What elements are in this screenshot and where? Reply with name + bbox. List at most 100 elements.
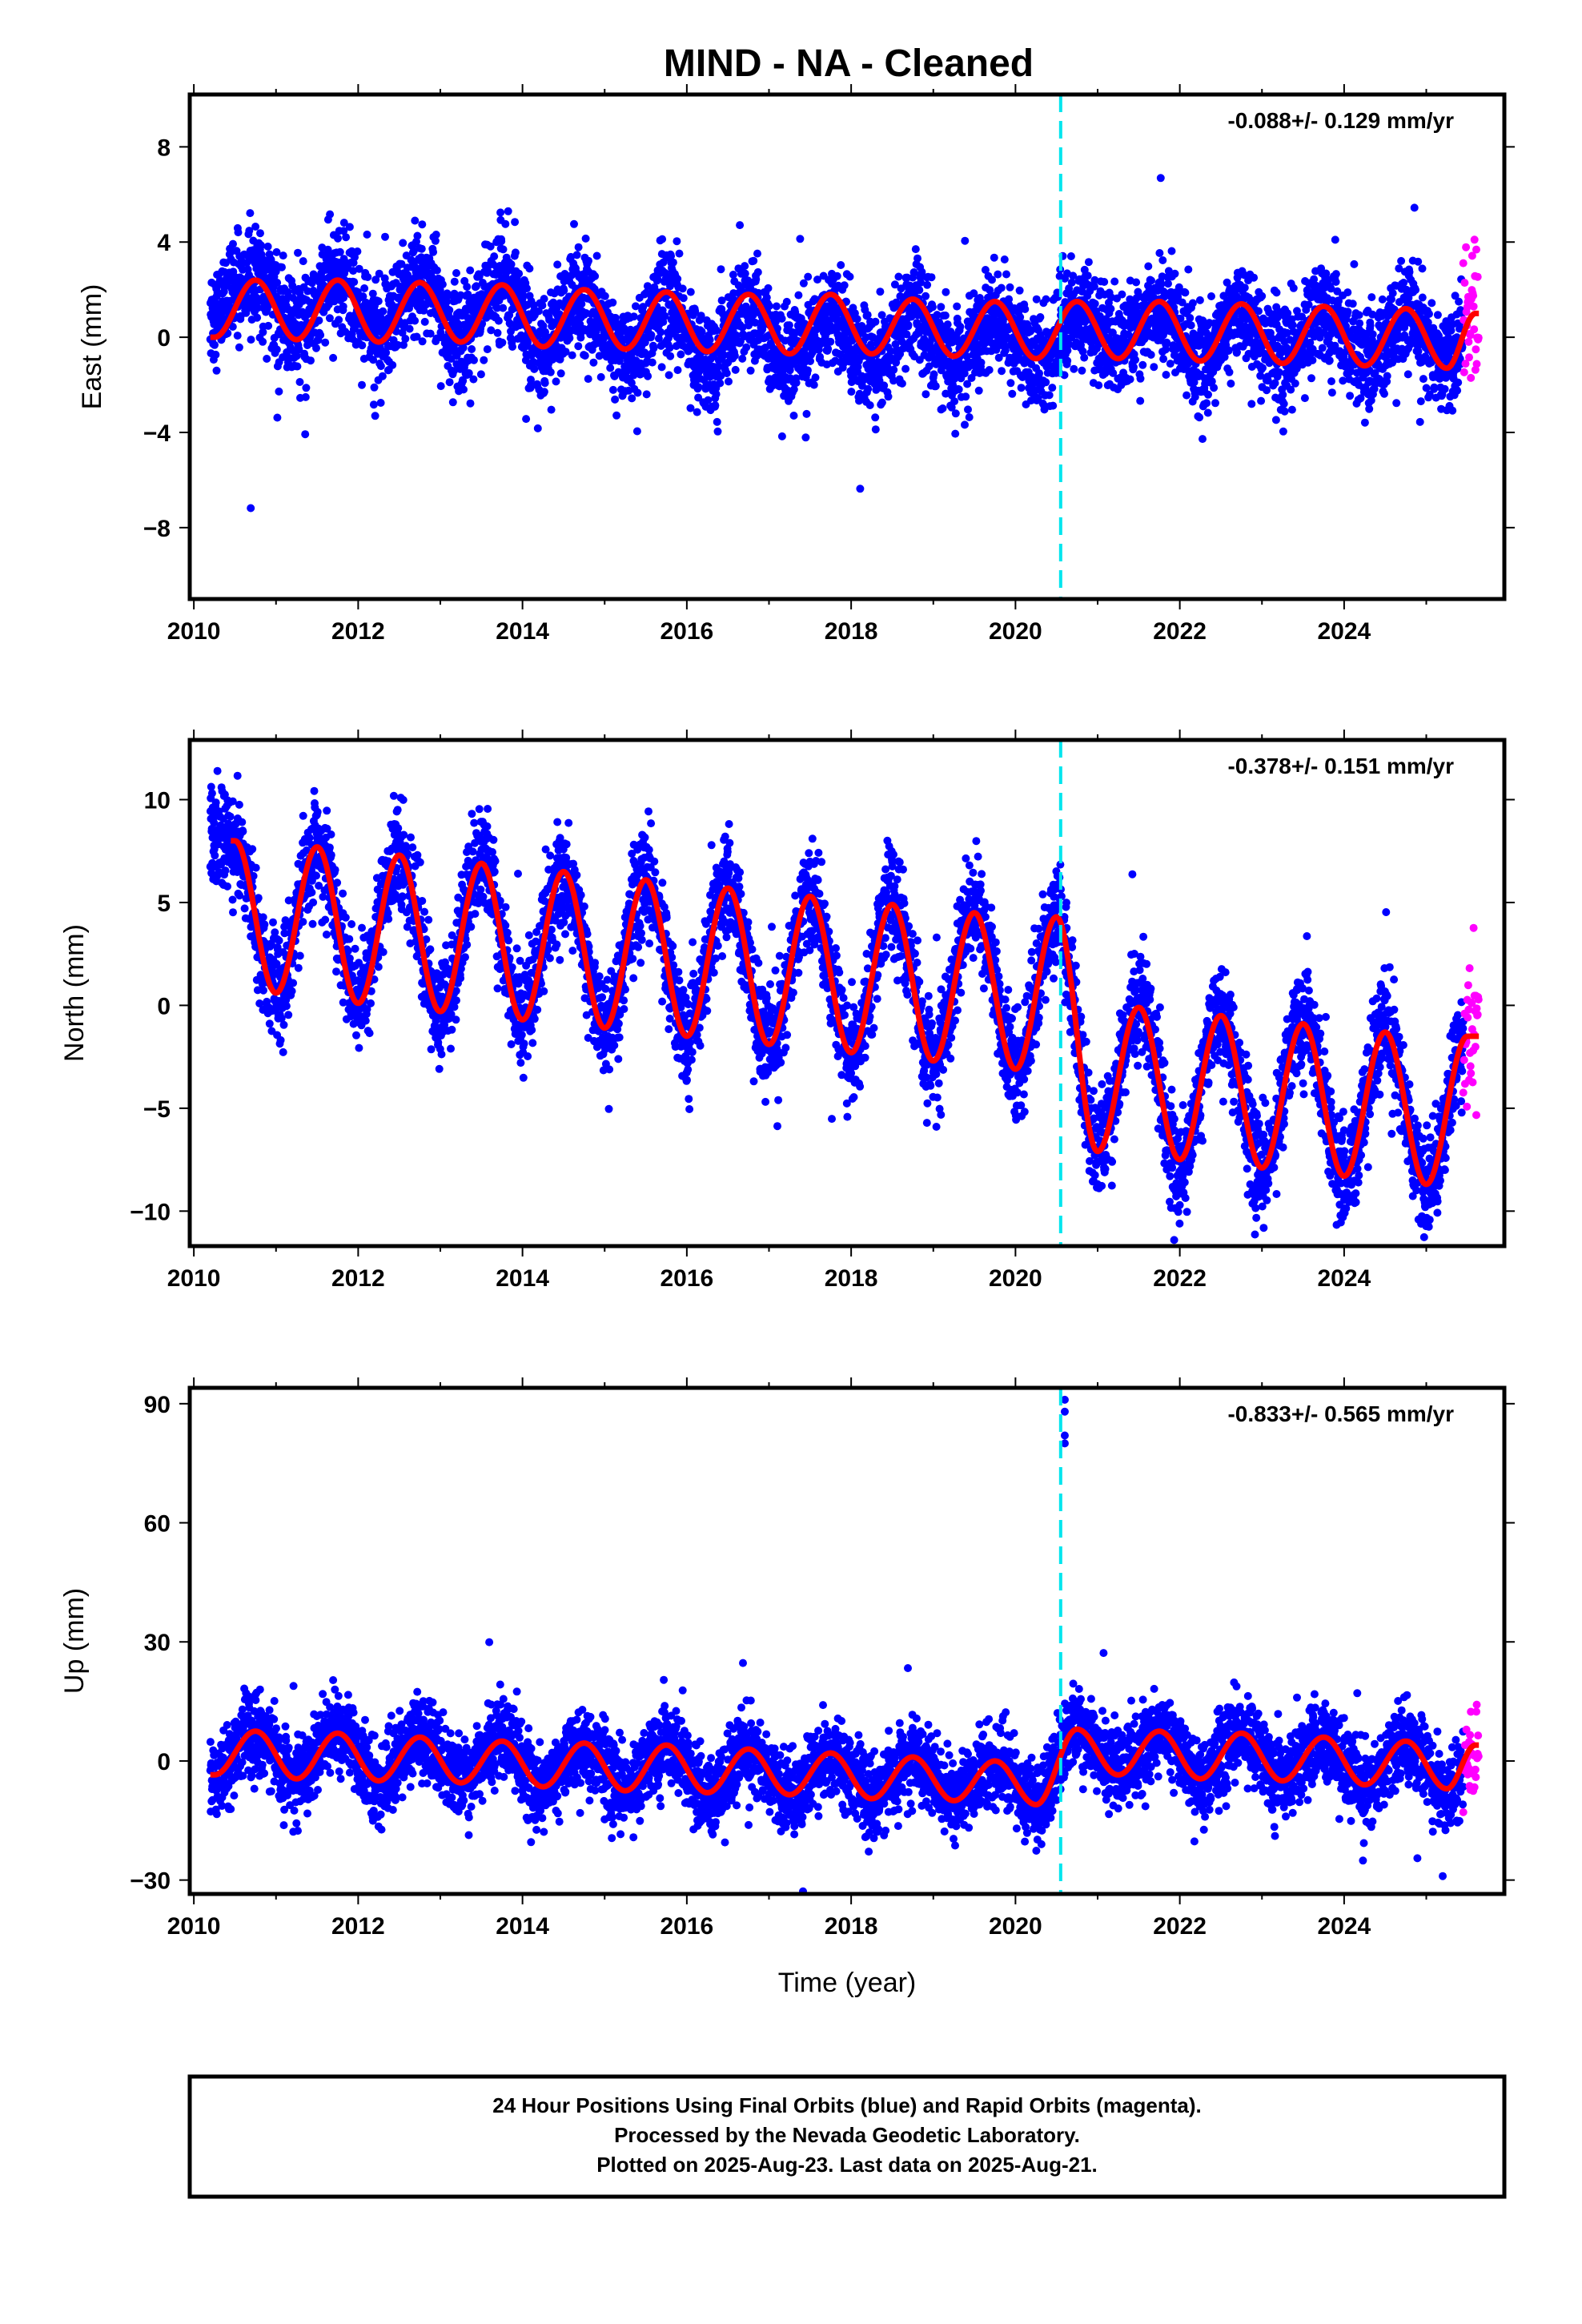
east-daily-point	[1383, 372, 1391, 380]
east-daily-point	[618, 335, 627, 344]
east-daily-point	[1257, 396, 1266, 405]
east-daily-point	[526, 381, 535, 390]
east-daily-point	[656, 328, 665, 336]
east-daily-point	[647, 331, 656, 340]
east-daily-point	[1227, 380, 1235, 388]
east-daily-point	[1186, 314, 1195, 322]
east-daily-point	[294, 248, 302, 257]
east-daily-point	[1155, 249, 1164, 257]
east-daily-point	[589, 358, 598, 367]
east-daily-point	[438, 280, 447, 289]
east-daily-point	[497, 237, 506, 246]
east-daily-point	[847, 388, 856, 396]
east-daily-point	[449, 367, 458, 376]
east-daily-point	[339, 227, 348, 235]
east-daily-point	[436, 382, 445, 391]
east-daily-point	[349, 267, 358, 275]
east-daily-point	[1066, 252, 1075, 260]
east-daily-point	[716, 379, 725, 388]
east-daily-point	[931, 382, 940, 391]
east-daily-point	[697, 328, 706, 336]
east-daily-point	[533, 424, 542, 432]
east-daily-point	[713, 417, 721, 426]
east-daily-point	[371, 275, 380, 284]
east-daily-point	[374, 297, 383, 306]
east-daily-point	[1100, 278, 1109, 286]
east-daily-point	[694, 383, 703, 392]
east-daily-point	[746, 366, 755, 375]
east-daily-point	[1106, 304, 1115, 313]
east-daily-point	[1138, 360, 1147, 369]
east-daily-point	[211, 340, 219, 349]
east-daily-point	[1211, 399, 1219, 408]
east-daily-point	[546, 368, 555, 376]
east-daily-point	[777, 432, 786, 440]
east-daily-point	[325, 314, 334, 323]
east-daily-point	[307, 356, 315, 365]
east-daily-point	[942, 287, 950, 296]
east-daily-point	[212, 366, 221, 375]
east-daily-point	[1070, 364, 1078, 373]
east-daily-point	[796, 235, 805, 243]
east-daily-point	[1368, 330, 1377, 339]
east-daily-point	[1360, 418, 1369, 427]
east-daily-point	[299, 257, 307, 266]
east-daily-point	[483, 345, 492, 354]
east-daily-point	[525, 264, 534, 273]
east-daily-point	[937, 303, 946, 312]
east-daily-point	[612, 314, 620, 322]
east-daily-point	[974, 386, 983, 395]
east-daily-point	[301, 392, 310, 401]
east-daily-point	[339, 219, 348, 227]
east-daily-point	[923, 280, 932, 289]
east-daily-point	[382, 348, 391, 357]
east-daily-point	[334, 234, 342, 243]
east-daily-point	[802, 409, 811, 418]
east-daily-point	[801, 433, 810, 442]
east-daily-point	[951, 429, 960, 438]
east-daily-point	[470, 356, 478, 364]
east-daily-point	[1280, 407, 1289, 416]
east-daily-point	[376, 399, 385, 407]
east-daily-point	[1110, 277, 1119, 286]
east-daily-point	[405, 324, 414, 333]
east-daily-point	[459, 344, 468, 352]
east-daily-point	[711, 401, 720, 410]
east-daily-point	[777, 314, 786, 323]
east-daily-point	[612, 411, 621, 420]
east-daily-point	[547, 405, 556, 414]
east-daily-point	[568, 351, 576, 360]
east-daily-point	[429, 247, 438, 256]
east-daily-point	[749, 256, 758, 265]
east-daily-point	[627, 379, 636, 388]
east-daily-point	[961, 236, 970, 245]
east-daily-point	[1032, 295, 1041, 304]
east-daily-point	[466, 266, 475, 275]
east-daily-point	[1195, 296, 1204, 304]
east-daily-point	[353, 247, 362, 255]
east-daily-point	[245, 227, 254, 235]
east-daily-point	[460, 385, 468, 394]
east-daily-point	[941, 312, 950, 320]
east-daily-point	[504, 207, 512, 215]
east-daily-point	[368, 289, 377, 298]
east-daily-point	[499, 304, 508, 312]
east-daily-point	[499, 245, 508, 254]
east-daily-point	[501, 219, 510, 228]
east-daily-point	[508, 343, 516, 351]
east-daily-point	[871, 317, 880, 326]
east-daily-point	[401, 335, 410, 343]
east-daily-point	[921, 390, 930, 399]
east-daily-point	[275, 387, 283, 396]
east-daily-point	[1147, 276, 1155, 285]
east-daily-point	[522, 415, 531, 424]
east-daily-point	[686, 287, 695, 296]
east-daily-point	[574, 243, 583, 251]
east-daily-point	[990, 253, 998, 262]
east-daily-point	[1307, 374, 1315, 383]
east-daily-point	[1355, 311, 1363, 320]
east-daily-point	[534, 307, 543, 316]
east-daily-point	[954, 385, 963, 394]
east-daily-point	[247, 336, 255, 344]
east-daily-point	[1247, 400, 1256, 408]
